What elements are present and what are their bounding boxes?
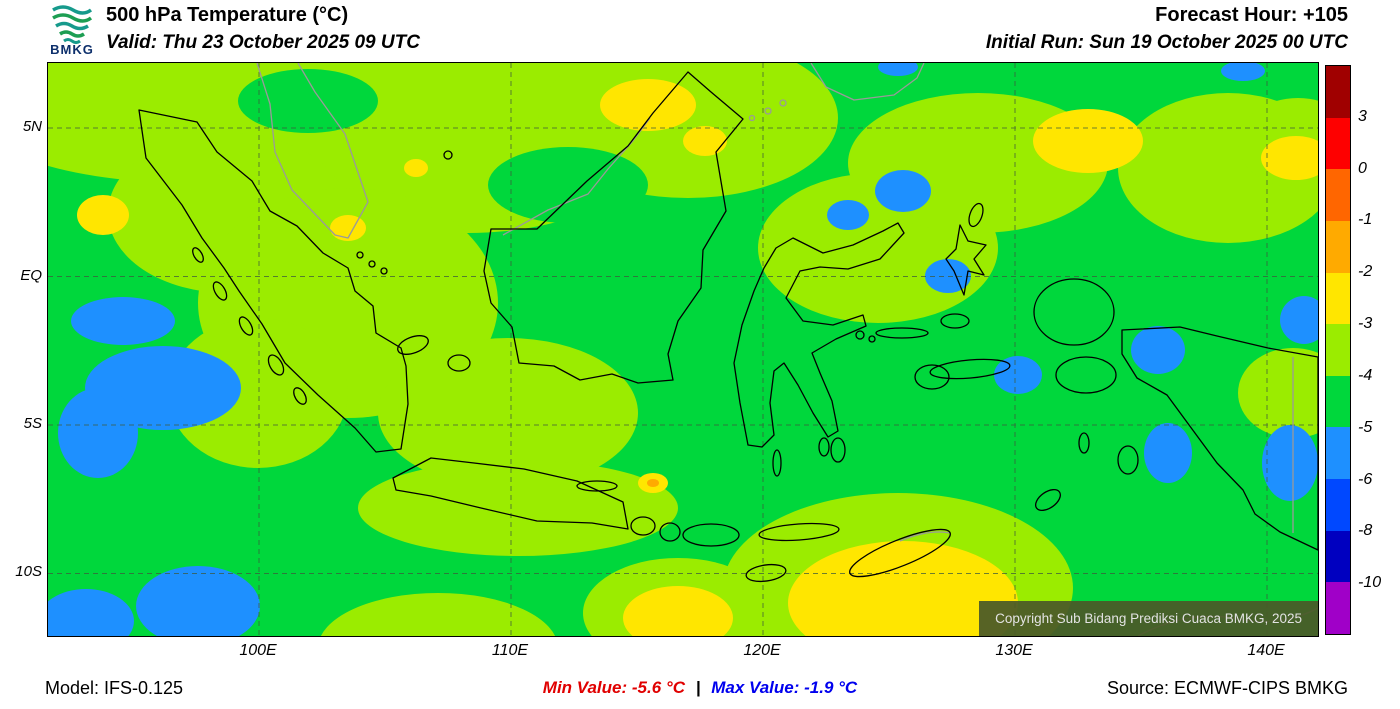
minmax-values: Min Value: -5.6 °C | Max Value: -1.9 °C [543, 678, 857, 698]
colorbar-label: 3 [1358, 107, 1367, 125]
ytick-10s: 10S [15, 563, 42, 580]
max-value-label: Max Value: -1.9 °C [711, 678, 858, 697]
colorbar-label: 0 [1358, 159, 1367, 177]
colorbar-segment [1326, 582, 1350, 635]
colorbar-segment [1326, 272, 1350, 325]
xtick-100e: 100E [239, 642, 277, 659]
xtick-110e: 110E [491, 642, 529, 659]
colorbar-label: -5 [1358, 418, 1373, 436]
colorbar-label: -2 [1358, 263, 1373, 281]
indonesia-map-canvas [48, 63, 1318, 636]
colorbar-segment [1326, 427, 1350, 480]
colorbar-segment [1326, 66, 1350, 118]
colorbar-segment [1326, 220, 1350, 273]
colorbar-segment [1326, 479, 1350, 531]
coastlines-indonesia [138, 71, 1318, 583]
minmax-separator: | [695, 678, 701, 697]
ytick-5s: 5S [23, 415, 42, 432]
xtick-140e: 140E [1247, 642, 1285, 659]
bmkg-logo: BMKG [44, 2, 100, 60]
temperature-field [48, 63, 1318, 636]
min-value-label: Min Value: -5.6 °C [542, 678, 685, 697]
colorbar-segment [1326, 375, 1350, 428]
colorbar-label: -6 [1358, 470, 1373, 488]
copyright-notice: Copyright Sub Bidang Prediksi Cuaca BMKG… [979, 601, 1318, 636]
model-label: Model: IFS-0.125 [45, 678, 184, 698]
colorbar-segment [1326, 324, 1350, 376]
ytick-eq: EQ [20, 267, 42, 284]
colorbar-segment [1326, 530, 1350, 583]
xtick-120e: 120E [743, 642, 781, 659]
page-title: 500 hPa Temperature (°C) [106, 4, 349, 26]
colorbar-segments [1325, 65, 1351, 635]
colorbar-segment [1326, 169, 1350, 221]
xtick-130e: 130E [995, 642, 1033, 659]
colorbar-label: -1 [1358, 211, 1373, 229]
colorbar-segment [1326, 117, 1350, 170]
colorbar-label: -10 [1358, 574, 1382, 592]
bmkg-logo-label: BMKG [50, 42, 94, 57]
colorbar-label: -4 [1358, 366, 1373, 384]
lat-lon-gridlines [48, 63, 1318, 636]
colorbar-label: -3 [1358, 315, 1373, 333]
forecast-hour-label: Forecast Hour: +105 [1155, 4, 1348, 26]
ytick-5n: 5N [22, 118, 42, 135]
colorbar-labels: 3 0 -1 -2 -3 -4 -5 -6 -8 -10 [1358, 65, 1398, 635]
colorbar-label: -8 [1358, 522, 1373, 540]
source-label: Source: ECMWF-CIPS BMKG [1106, 678, 1348, 698]
bmkg-logo-icon [52, 5, 93, 44]
initial-run-label: Initial Run: Sun 19 October 2025 00 UTC [985, 32, 1348, 53]
map-plot-area: Copyright Sub Bidang Prediksi Cuaca BMKG… [47, 62, 1319, 637]
valid-time-label: Valid: Thu 23 October 2025 09 UTC [106, 32, 420, 53]
